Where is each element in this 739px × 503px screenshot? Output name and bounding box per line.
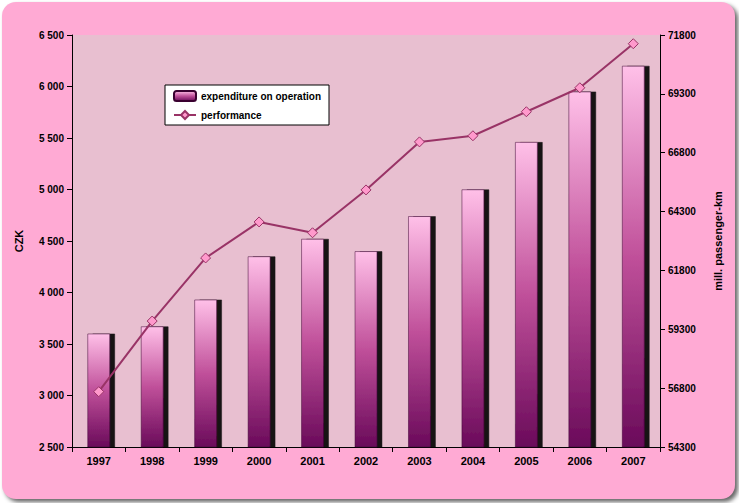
svg-text:2004: 2004: [461, 455, 486, 467]
svg-text:56800: 56800: [668, 383, 696, 394]
svg-text:2003: 2003: [407, 455, 431, 467]
svg-text:2001: 2001: [300, 455, 324, 467]
svg-text:mill. passenger-km: mill. passenger-km: [712, 191, 724, 291]
svg-text:6 000: 6 000: [39, 81, 64, 92]
svg-text:1998: 1998: [140, 455, 164, 467]
svg-text:66800: 66800: [668, 147, 696, 158]
svg-text:5 000: 5 000: [39, 184, 64, 195]
svg-text:3 000: 3 000: [39, 390, 64, 401]
svg-text:4 500: 4 500: [39, 236, 64, 247]
svg-text:2002: 2002: [354, 455, 378, 467]
svg-text:69300: 69300: [668, 88, 696, 99]
svg-text:4 000: 4 000: [39, 287, 64, 298]
svg-text:1997: 1997: [86, 455, 110, 467]
svg-text:61800: 61800: [668, 265, 696, 276]
svg-text:54300: 54300: [668, 442, 696, 453]
svg-text:5 500: 5 500: [39, 133, 64, 144]
svg-text:71800: 71800: [668, 30, 696, 41]
svg-text:64300: 64300: [668, 206, 696, 217]
svg-text:2006: 2006: [568, 455, 592, 467]
svg-text:3 500: 3 500: [39, 339, 64, 350]
svg-text:CZK: CZK: [13, 230, 25, 253]
svg-text:2 500: 2 500: [39, 442, 64, 453]
svg-text:2000: 2000: [247, 455, 271, 467]
svg-text:59300: 59300: [668, 324, 696, 335]
svg-text:expenditure on operation: expenditure on operation: [201, 91, 321, 102]
svg-text:2005: 2005: [514, 455, 538, 467]
svg-text:6 500: 6 500: [39, 30, 64, 41]
svg-text:1999: 1999: [193, 455, 217, 467]
svg-text:2007: 2007: [621, 455, 645, 467]
svg-text:performance: performance: [201, 110, 262, 121]
